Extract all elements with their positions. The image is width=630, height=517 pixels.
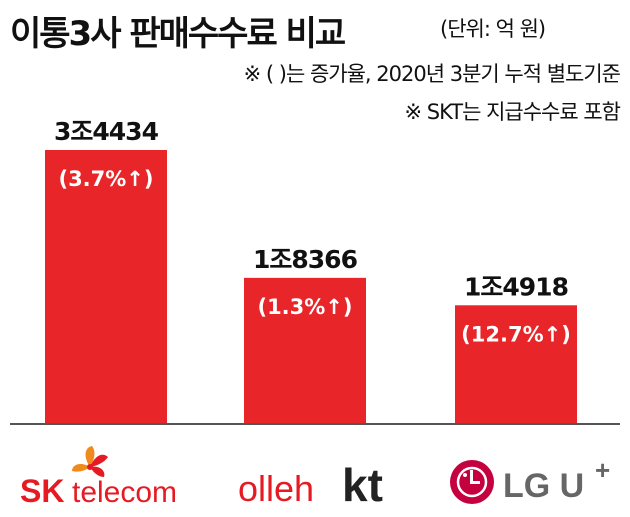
lgu-wordmark: LG U: [503, 467, 584, 505]
chart-title: 이통3사 판매수수료 비교: [10, 14, 346, 54]
sk-telecom-logo: SK telecom: [20, 445, 210, 511]
olleh-wordmark: olleh: [238, 468, 314, 507]
olleh-kt-logo: olleh kt: [238, 445, 408, 511]
kt-wordmark: kt: [342, 459, 383, 507]
growth-label-2: (1.3%↑): [257, 295, 352, 319]
growth-label-3: (12.7%↑): [461, 322, 571, 346]
lg-face-icon: [450, 460, 494, 504]
olleh-kt-mark: olleh kt: [238, 459, 383, 511]
lg-uplus-logo: LG U +: [445, 445, 625, 511]
unit-label: (단위: 억 원): [440, 17, 546, 41]
value-label-3: 1조4918: [464, 272, 568, 301]
growth-label-1: (3.7%↑): [58, 167, 153, 191]
sk-butterfly-icon: SK telecom: [20, 446, 177, 509]
note-skt-fee: ※ SKT는 지급수수료 포함: [404, 100, 621, 124]
bars-group: 3조4434 (3.7%↑) 1조8366 (1.3%↑) 1조4918 (12.7%↑): [45, 117, 577, 424]
value-label-2: 1조8366: [253, 245, 358, 274]
bar-2: [244, 277, 366, 424]
telecom-wordmark: telecom: [72, 476, 177, 507]
note-growth-rate: ※ ( )는 증가율, 2020년 3분기 누적 별도기준: [243, 62, 621, 86]
bar-3: [455, 305, 577, 424]
sk-wordmark: SK: [20, 473, 64, 507]
lg-uplus-mark: LG U +: [450, 455, 610, 505]
value-label-1: 3조4434: [54, 117, 159, 146]
bar-1: [45, 150, 167, 424]
lgu-plus-mark: +: [595, 455, 610, 485]
